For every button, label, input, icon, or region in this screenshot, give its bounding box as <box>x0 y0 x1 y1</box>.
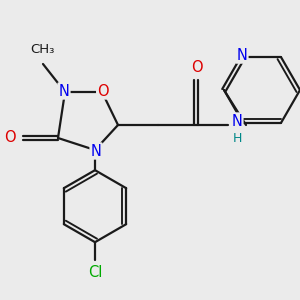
Text: CH₃: CH₃ <box>30 44 54 56</box>
Text: N: N <box>91 143 101 158</box>
Text: N: N <box>232 113 242 128</box>
Text: N: N <box>237 48 248 63</box>
Text: H: H <box>232 131 242 145</box>
Text: O: O <box>4 130 16 146</box>
Text: O: O <box>191 59 203 74</box>
Text: Cl: Cl <box>88 265 102 280</box>
Text: N: N <box>58 83 69 98</box>
Text: O: O <box>97 83 109 98</box>
